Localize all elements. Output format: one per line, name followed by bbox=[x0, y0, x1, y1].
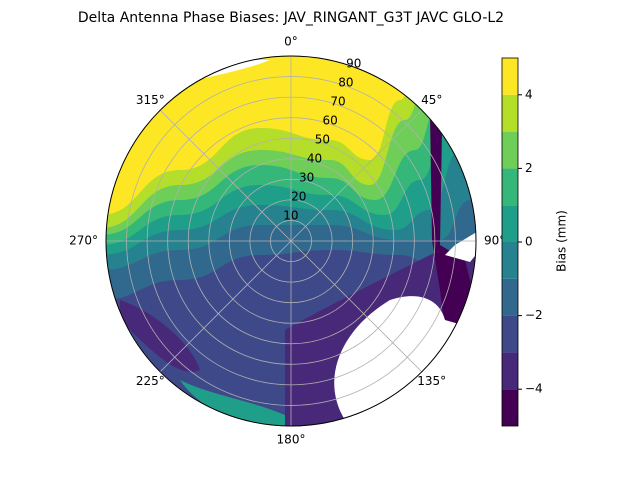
theta-tick-label: 45° bbox=[421, 93, 442, 107]
theta-tick-label: 180° bbox=[277, 433, 306, 447]
colorbar-segment bbox=[502, 58, 518, 95]
colorbar-segment bbox=[502, 315, 518, 353]
colorbar-segment bbox=[502, 131, 518, 169]
contour-region bbox=[120, 300, 200, 372]
r-tick-label: 70 bbox=[330, 95, 345, 109]
polar-frame bbox=[105, 55, 477, 427]
theta-tick-label: 315° bbox=[136, 93, 165, 107]
theta-tick-label: 225° bbox=[136, 374, 165, 388]
contour-region bbox=[180, 380, 285, 426]
chart-title: Delta Antenna Phase Biases: JAV_RINGANT_… bbox=[78, 10, 504, 26]
colorbar-segment bbox=[502, 389, 518, 426]
theta-tick-label: 270° bbox=[69, 234, 98, 248]
r-tick-label: 90 bbox=[346, 57, 361, 71]
angular-grid-line bbox=[290, 240, 423, 373]
no-data-area bbox=[445, 230, 476, 262]
theta-tick-label: 90° bbox=[484, 234, 505, 248]
colorbar-label: Bias (mm) bbox=[555, 210, 569, 272]
colorbar-segment bbox=[502, 168, 518, 206]
r-tick-label: 60 bbox=[323, 114, 338, 128]
r-tick-label: 30 bbox=[299, 171, 314, 185]
r-tick-label: 40 bbox=[307, 152, 322, 166]
r-tick-label: 20 bbox=[291, 190, 306, 204]
r-tick-label: 50 bbox=[315, 133, 330, 147]
r-tick-label: 10 bbox=[283, 209, 298, 223]
angular-grid-line bbox=[290, 109, 423, 242]
colorbar-tick-label: −4 bbox=[525, 382, 543, 396]
theta-tick-label: 135° bbox=[417, 374, 446, 388]
colorbar-tick-label: 4 bbox=[525, 87, 533, 101]
colorbar-segment bbox=[502, 352, 518, 390]
contour-region bbox=[106, 56, 476, 215]
colorbar-segment bbox=[502, 278, 518, 316]
angular-grid-line bbox=[159, 240, 292, 373]
contour-region bbox=[430, 115, 475, 340]
grid bbox=[105, 55, 477, 427]
colorbar-tick-label: 2 bbox=[525, 161, 533, 175]
r-tick-label: 80 bbox=[338, 76, 353, 90]
angular-grid-line bbox=[159, 109, 292, 242]
theta-tick-label: 0° bbox=[284, 35, 298, 49]
colorbar-segment bbox=[502, 205, 518, 242]
colorbar-segment bbox=[502, 94, 518, 132]
colorbar-tick-label: −2 bbox=[525, 308, 543, 322]
colorbar-segment bbox=[502, 242, 518, 279]
colorbar-tick-label: 0 bbox=[525, 235, 533, 249]
